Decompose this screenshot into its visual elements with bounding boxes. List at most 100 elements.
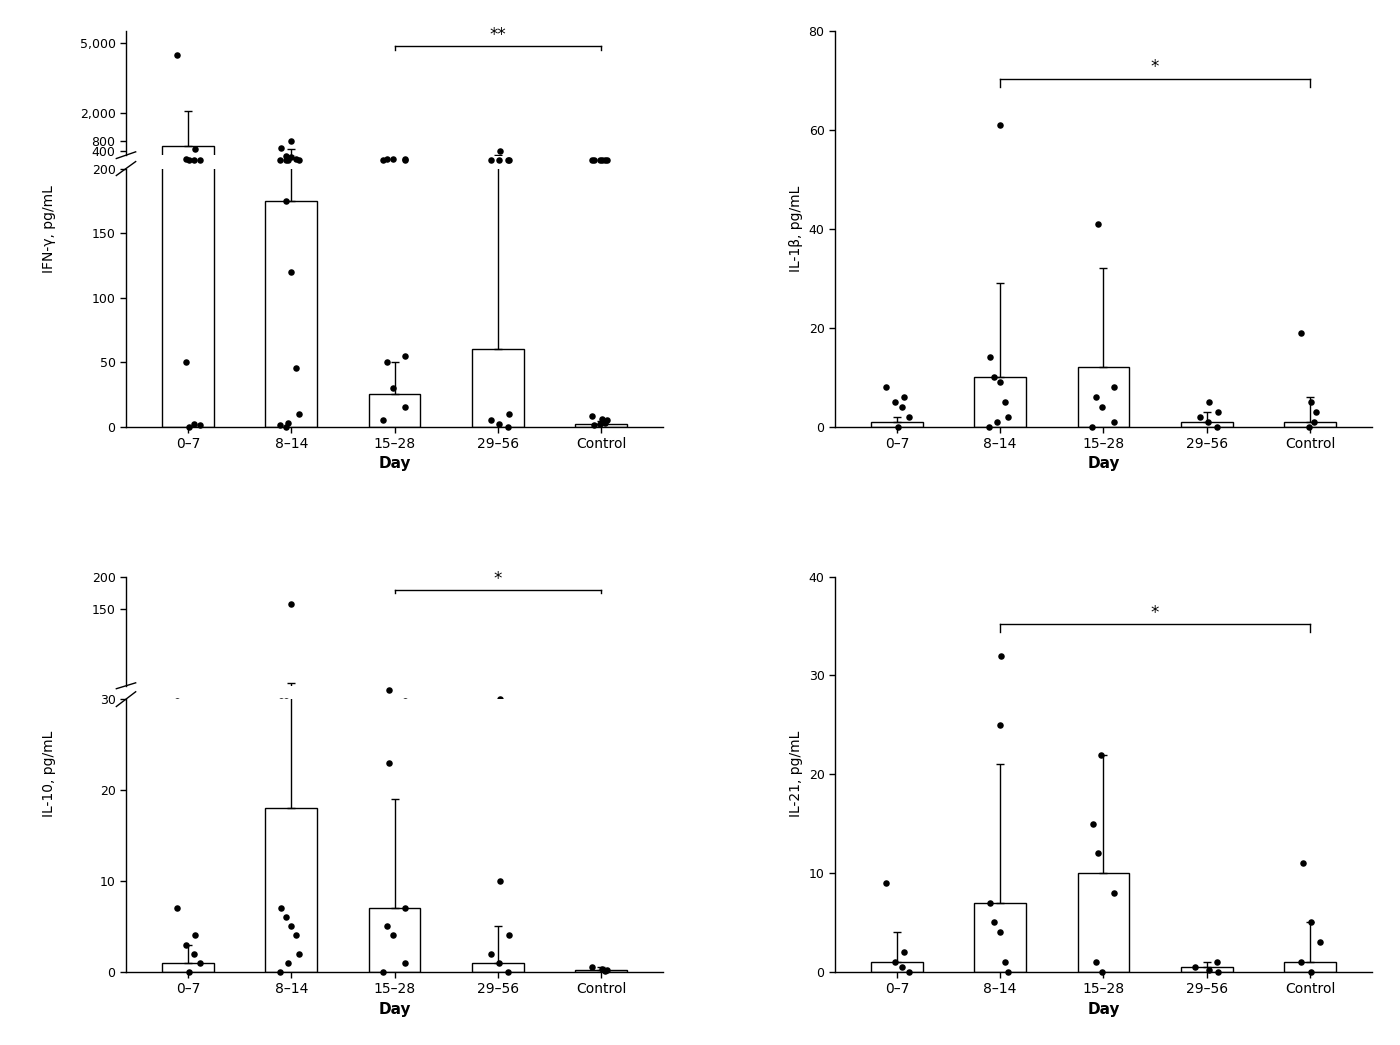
Point xyxy=(182,695,204,712)
Point xyxy=(1298,418,1320,435)
Point xyxy=(183,694,206,711)
Point xyxy=(497,418,519,435)
Point xyxy=(277,954,300,971)
Point xyxy=(480,152,503,168)
Point xyxy=(189,417,211,434)
Bar xyxy=(871,962,923,972)
Bar xyxy=(575,424,627,426)
Point xyxy=(377,150,399,167)
Point xyxy=(1305,403,1327,420)
Point xyxy=(581,696,603,713)
Bar xyxy=(162,146,214,160)
Point xyxy=(988,374,1011,391)
Point xyxy=(371,152,393,168)
Point xyxy=(1102,884,1124,901)
Bar xyxy=(368,908,420,972)
Point xyxy=(897,963,920,980)
Point xyxy=(1207,963,1229,980)
Point xyxy=(1102,378,1124,395)
Point xyxy=(487,416,510,433)
Point xyxy=(988,117,1011,134)
Point xyxy=(274,418,297,435)
Point xyxy=(589,152,612,168)
Point xyxy=(594,697,616,714)
X-axis label: Day: Day xyxy=(1088,1002,1120,1017)
Text: **: ** xyxy=(490,26,507,44)
Bar xyxy=(1284,421,1336,426)
Point xyxy=(182,152,204,168)
Point xyxy=(393,696,416,713)
Point xyxy=(1205,418,1228,435)
Point xyxy=(277,152,300,168)
Point xyxy=(371,697,393,714)
Point xyxy=(480,412,503,428)
Point xyxy=(979,895,1001,911)
Point xyxy=(371,963,393,980)
Point xyxy=(277,414,300,431)
Point xyxy=(988,924,1011,940)
Point xyxy=(269,692,291,709)
Point xyxy=(378,754,400,771)
Point xyxy=(1086,845,1109,862)
Text: IFN-γ, pg/mL: IFN-γ, pg/mL xyxy=(42,185,56,273)
Point xyxy=(183,141,206,158)
Point xyxy=(487,152,510,168)
Point xyxy=(1309,934,1331,951)
Point xyxy=(393,152,416,168)
Point xyxy=(287,405,309,422)
Point xyxy=(885,954,907,971)
Point xyxy=(1086,215,1109,232)
Point xyxy=(983,914,1005,931)
Point xyxy=(1085,954,1107,971)
Point xyxy=(497,697,519,714)
Point xyxy=(274,909,297,926)
Point xyxy=(596,412,619,428)
Point xyxy=(167,900,189,916)
Bar xyxy=(1284,962,1336,972)
Point xyxy=(983,369,1005,386)
Text: *: * xyxy=(494,571,503,588)
Point xyxy=(1289,324,1312,341)
Bar xyxy=(368,700,420,705)
Text: *: * xyxy=(1151,59,1159,76)
Point xyxy=(382,379,405,396)
Bar xyxy=(1182,421,1232,426)
Bar xyxy=(266,808,316,972)
Point xyxy=(1198,394,1221,411)
Text: IL-10, pg/mL: IL-10, pg/mL xyxy=(42,732,56,817)
Point xyxy=(994,394,1016,411)
Point xyxy=(189,954,211,971)
Point xyxy=(377,919,399,935)
Point xyxy=(287,946,309,962)
Point xyxy=(487,696,510,713)
Bar xyxy=(974,903,1026,972)
Point xyxy=(269,963,291,980)
Bar xyxy=(472,349,524,426)
Point xyxy=(393,347,416,364)
Point xyxy=(178,152,200,168)
Point xyxy=(287,695,309,712)
Point xyxy=(382,150,405,167)
Point xyxy=(269,900,291,916)
Point xyxy=(994,954,1016,971)
Point xyxy=(489,873,511,889)
Point xyxy=(1085,389,1107,405)
Point xyxy=(269,417,291,434)
Point xyxy=(1081,418,1103,435)
Point xyxy=(393,692,416,709)
Point xyxy=(594,962,616,979)
Point xyxy=(1299,963,1322,980)
Point xyxy=(280,919,302,935)
Point xyxy=(489,691,511,707)
Point xyxy=(1091,963,1113,980)
Bar xyxy=(472,159,524,160)
Bar xyxy=(266,694,316,705)
Point xyxy=(175,150,197,167)
Y-axis label: IL-1β, pg/mL: IL-1β, pg/mL xyxy=(790,186,804,272)
Point xyxy=(1207,403,1229,420)
Point xyxy=(1292,855,1315,872)
Point xyxy=(178,418,200,435)
Point xyxy=(886,418,909,435)
Bar xyxy=(871,421,923,426)
Bar xyxy=(266,156,316,160)
